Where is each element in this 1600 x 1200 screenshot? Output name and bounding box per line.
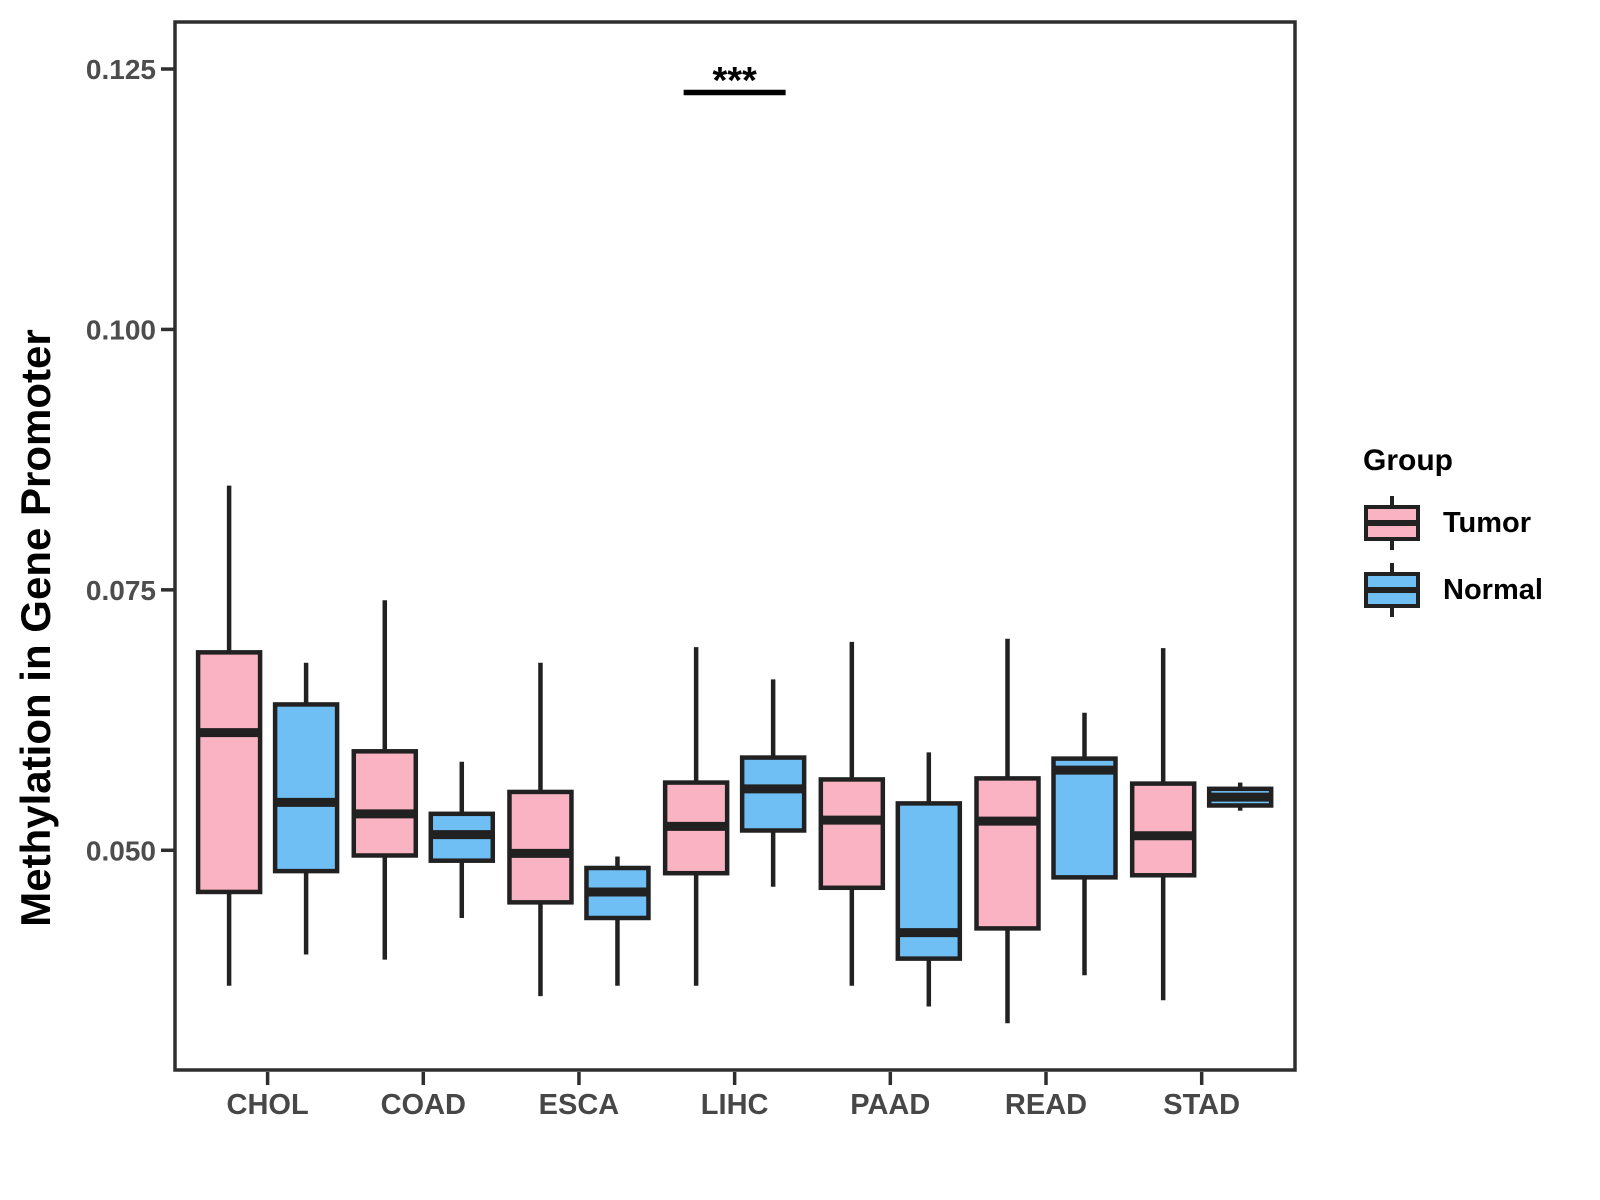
box-Tumor-ESCA (507, 789, 574, 905)
legend-title: Group (1363, 444, 1453, 477)
y-tick-label-0.100: 0.100 (86, 314, 156, 345)
box-Normal-LIHC (739, 755, 807, 833)
box-Tumor-COAD (351, 749, 419, 858)
y-tick-label-0.075: 0.075 (86, 575, 156, 606)
box-Tumor-PAAD (818, 777, 886, 891)
x-tick-label-COAD: COAD (381, 1089, 466, 1121)
panel-border (173, 20, 1297, 1072)
x-tick-label-PAAD: PAAD (850, 1089, 930, 1121)
legend-entry-tumor: Tumor (1363, 494, 1543, 552)
box-Tumor-READ (974, 776, 1041, 931)
legend-label-tumor: Tumor (1443, 506, 1532, 539)
legend-boxplot-glyph-icon (1364, 563, 1420, 617)
y-tick-label-0.050: 0.050 (86, 835, 156, 866)
box-Tumor-STAD (1129, 781, 1197, 878)
box-Tumor-CHOL (195, 650, 263, 895)
box-Normal-CHOL (272, 702, 340, 874)
legend: Group Tumor Normal (1363, 444, 1543, 619)
legend-entries: Tumor Normal (1363, 494, 1543, 619)
legend-entry-normal: Normal (1363, 561, 1543, 619)
legend-boxplot-glyph-icon (1364, 496, 1420, 550)
x-tick-label-CHOL: CHOL (227, 1089, 309, 1121)
box-Normal-READ (1051, 756, 1118, 880)
legend-label-normal: Normal (1443, 573, 1543, 606)
y-axis-title: Methylation in Gene Promoter (12, 329, 59, 927)
x-tick-label-STAD: STAD (1163, 1089, 1240, 1121)
x-tick-label-LIHC: LIHC (701, 1089, 769, 1121)
x-tick-label-READ: READ (1005, 1089, 1087, 1121)
y-tick-label-0.125: 0.125 (86, 54, 156, 85)
significance-label: *** (712, 60, 757, 102)
x-tick-label-ESCA: ESCA (539, 1089, 620, 1121)
